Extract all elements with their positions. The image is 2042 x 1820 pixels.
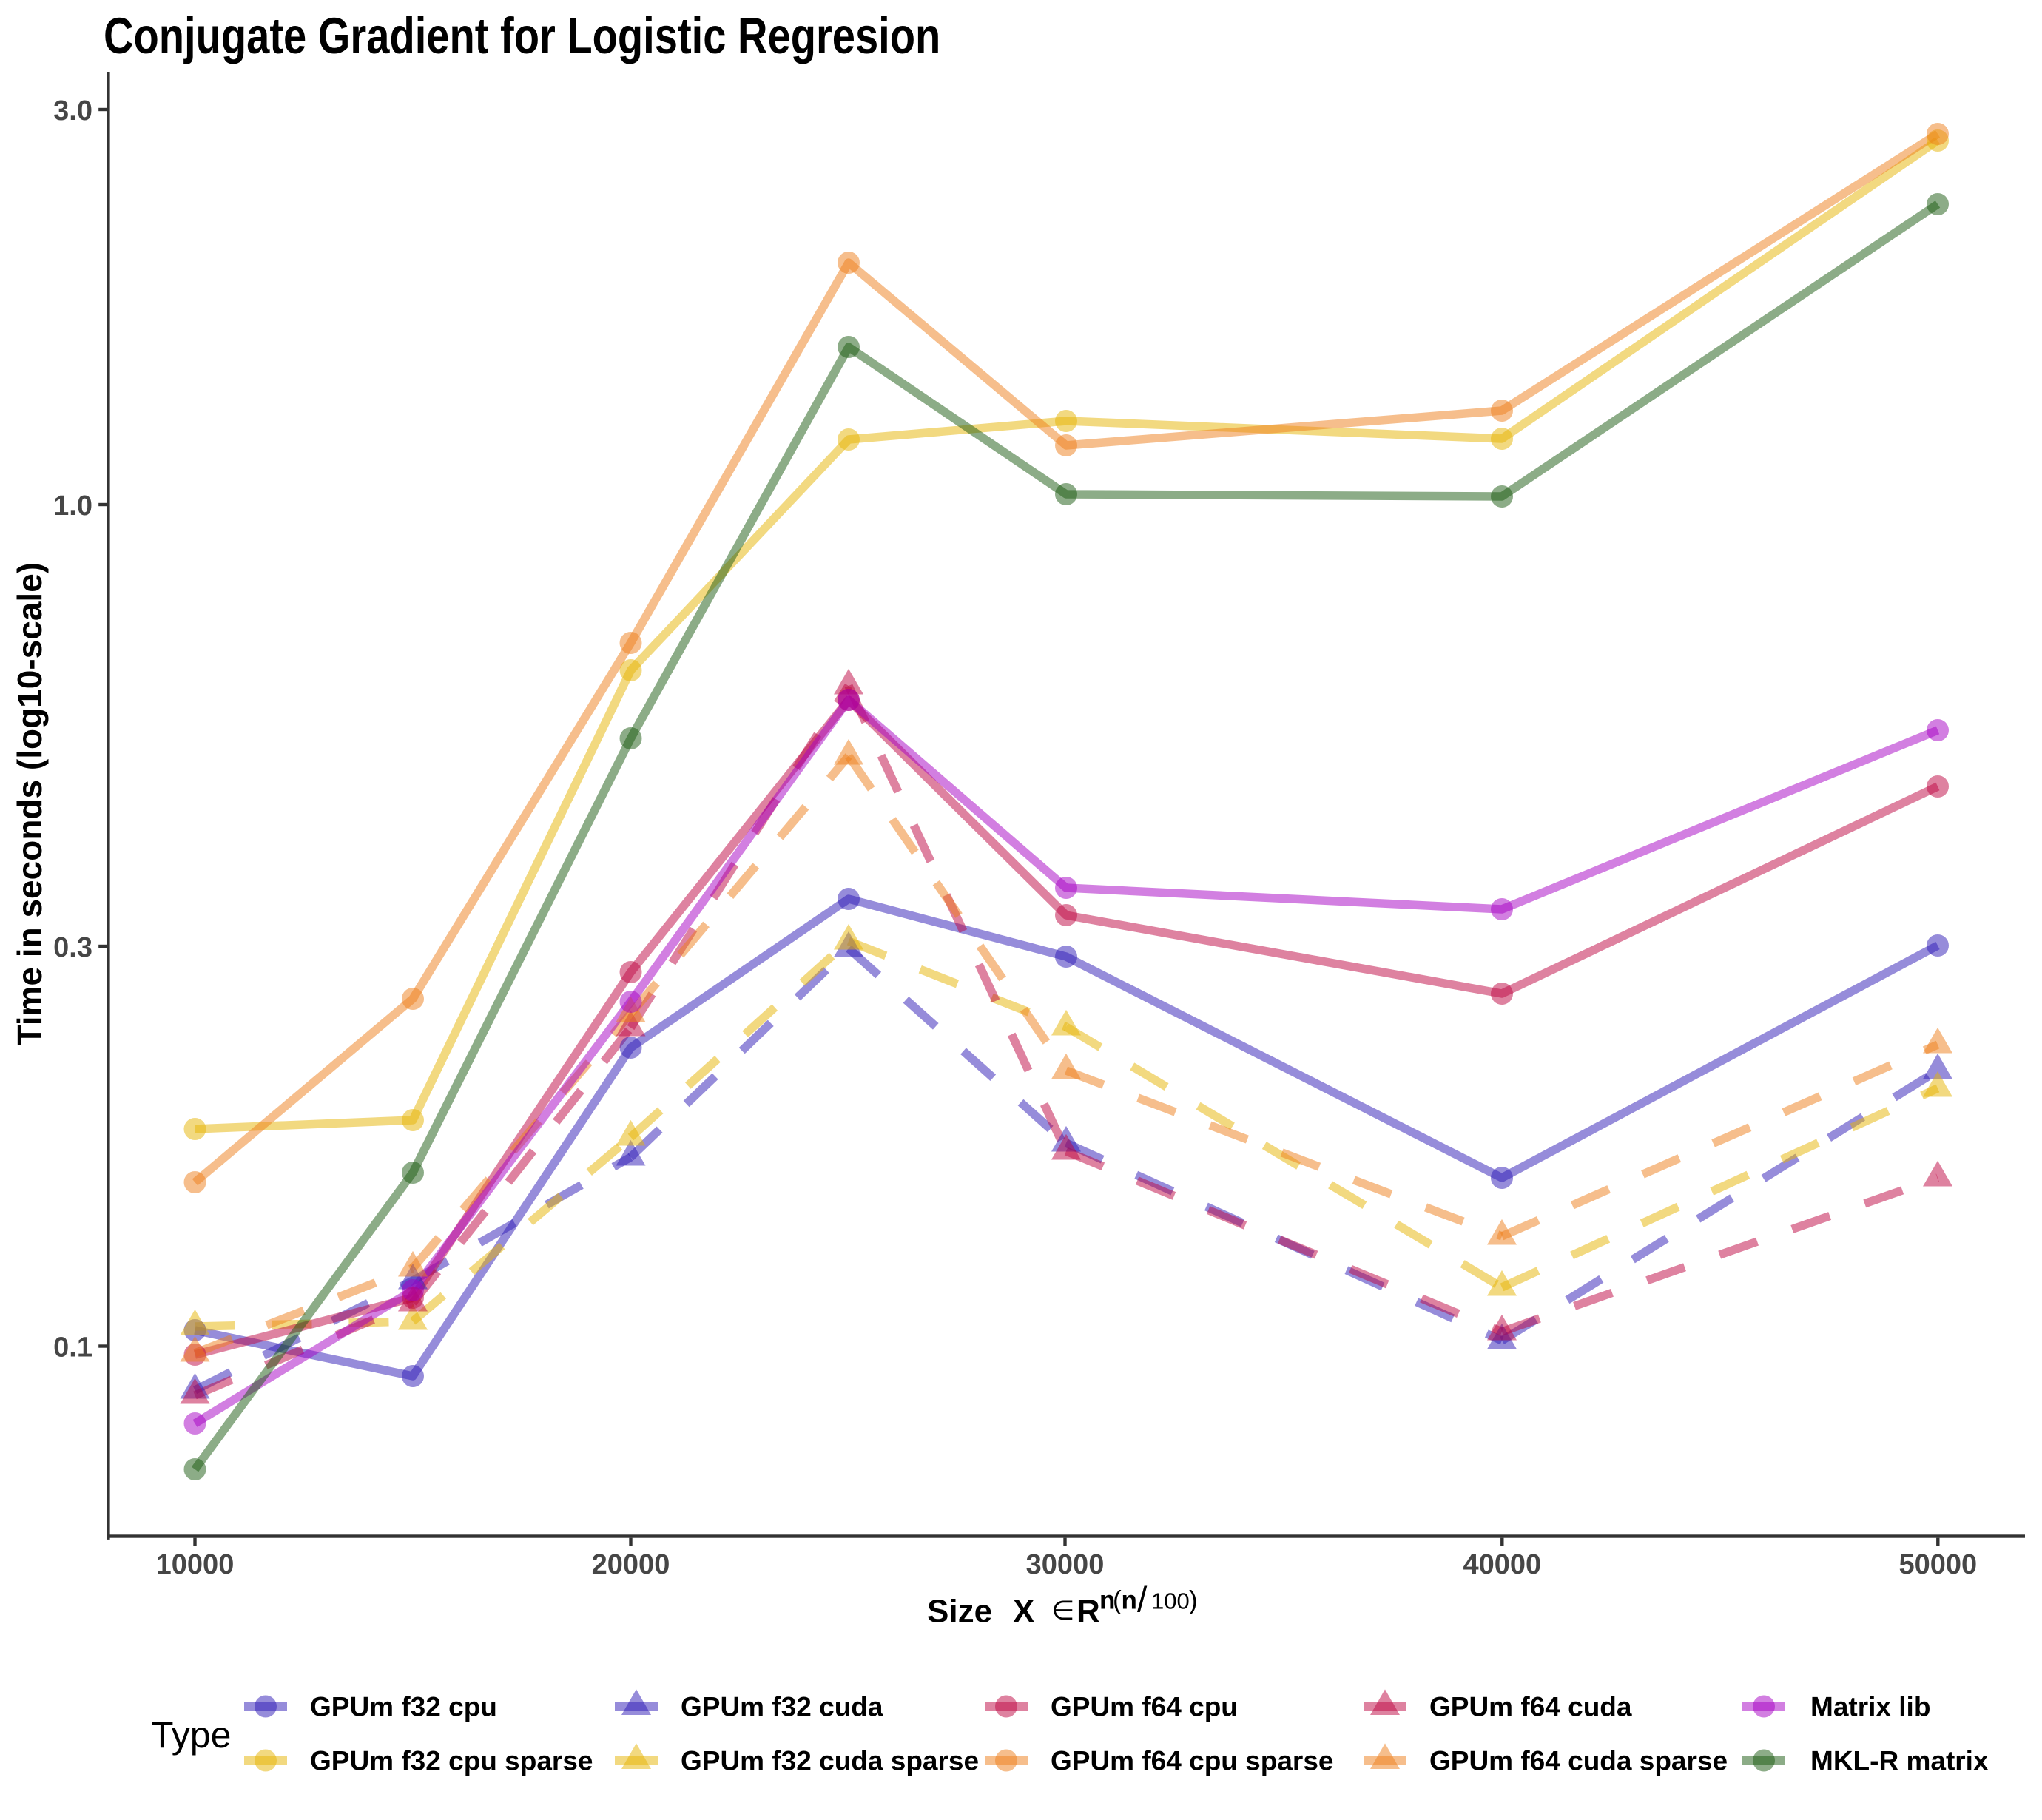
svg-text:40000: 40000 xyxy=(1463,1549,1541,1580)
svg-text:Size: Size xyxy=(927,1594,992,1630)
svg-text:30000: 30000 xyxy=(1026,1549,1105,1580)
svg-text:Conjugate Gradient for Logisti: Conjugate Gradient for Logistic Regresio… xyxy=(104,8,940,65)
svg-text:n: n xyxy=(1122,1586,1137,1615)
svg-text:GPUm f32 cpu sparse: GPUm f32 cpu sparse xyxy=(310,1746,593,1776)
svg-text:GPUm f32 cuda sparse: GPUm f32 cuda sparse xyxy=(681,1746,979,1776)
svg-text:Type: Type xyxy=(151,1714,231,1756)
svg-text:GPUm f64 cuda: GPUm f64 cuda xyxy=(1429,1692,1632,1722)
svg-text:1.0: 1.0 xyxy=(53,491,92,522)
svg-text:Time in seconds (log10-scale): Time in seconds (log10-scale) xyxy=(10,562,49,1046)
svg-text:0.3: 0.3 xyxy=(53,932,92,963)
svg-text:Matrix lib: Matrix lib xyxy=(1810,1692,1930,1722)
svg-text:(: ( xyxy=(1113,1586,1122,1615)
svg-text:n: n xyxy=(1099,1586,1115,1615)
svg-text:GPUm f64 cpu: GPUm f64 cpu xyxy=(1051,1692,1238,1722)
svg-text:/: / xyxy=(1137,1581,1148,1620)
svg-text:R: R xyxy=(1076,1594,1100,1630)
svg-text:20000: 20000 xyxy=(592,1549,670,1580)
svg-text:50000: 50000 xyxy=(1898,1549,1977,1580)
svg-text:): ) xyxy=(1189,1586,1198,1615)
svg-text:MKL-R matrix: MKL-R matrix xyxy=(1810,1746,1989,1776)
svg-text:∈: ∈ xyxy=(1051,1595,1074,1625)
svg-text:100: 100 xyxy=(1151,1588,1190,1614)
svg-text:3.0: 3.0 xyxy=(53,95,92,127)
svg-text:10000: 10000 xyxy=(156,1549,235,1580)
svg-text:0.1: 0.1 xyxy=(53,1332,92,1364)
svg-text:GPUm f32 cuda: GPUm f32 cuda xyxy=(681,1692,883,1722)
svg-text:X: X xyxy=(1013,1594,1034,1630)
svg-text:GPUm f64 cpu sparse: GPUm f64 cpu sparse xyxy=(1051,1746,1333,1776)
svg-text:GPUm f64 cuda sparse: GPUm f64 cuda sparse xyxy=(1429,1746,1728,1776)
svg-text:GPUm f32 cpu: GPUm f32 cpu xyxy=(310,1692,497,1722)
